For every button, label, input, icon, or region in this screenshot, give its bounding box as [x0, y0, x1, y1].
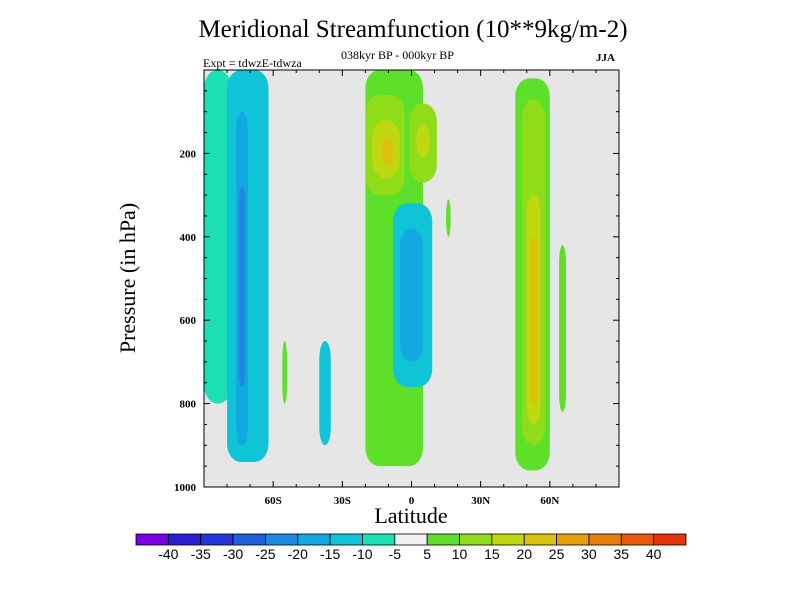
colorbar-box [135, 533, 169, 546]
colorbar-box [265, 533, 299, 546]
colorbar-box [523, 533, 557, 546]
colorbar-label: -25 [255, 546, 275, 562]
colorbar-box [362, 533, 396, 546]
contour-region [282, 341, 287, 404]
x-tick-label: 30S [334, 495, 351, 507]
chart-axes: 60S 30S 0 30N 60N 200 400 600 800 1000 [174, 69, 620, 507]
colorbar-box [620, 533, 655, 546]
plot-area [204, 70, 619, 487]
y-tick-label: 200 [180, 148, 197, 160]
x-tick-label: 60S [265, 495, 282, 507]
x-tick-label: 60N [540, 495, 559, 507]
contour-region [319, 341, 331, 446]
x-tick-label: 30N [471, 495, 490, 507]
colorbar-box [426, 533, 460, 546]
y-tick-label: 800 [180, 399, 197, 411]
colorbar-label: 40 [646, 546, 662, 562]
colorbar-box [167, 533, 202, 546]
y-tick-label: 600 [180, 315, 197, 327]
y-tick-label: 400 [180, 232, 197, 244]
colorbar-label: 15 [484, 546, 500, 562]
colorbar-label: 10 [452, 546, 468, 562]
contour-region [381, 136, 394, 166]
contour-region [204, 70, 232, 404]
contour-region [399, 228, 424, 362]
contour-region [559, 245, 566, 412]
chart-title: Meridional Streamfunction (10**9kg/m-2) [198, 16, 628, 43]
colorbar-box [200, 533, 234, 546]
colorbar-label: 20 [516, 546, 532, 562]
colorbar-label: -10 [352, 546, 372, 562]
colorbar-label: -5 [389, 546, 402, 562]
chart-subtitle: 038kyr BP - 000kyr BP [341, 48, 454, 62]
colorbar-label: -35 [191, 546, 211, 562]
contour-region [529, 236, 539, 404]
colorbar-box [297, 533, 331, 546]
colorbar-label: 30 [581, 546, 597, 562]
colorbar-box [491, 533, 525, 546]
experiment-annotation: Expt = tdwzE-tdwza [203, 56, 302, 70]
colorbar-box [653, 533, 687, 546]
colorbar-box [588, 533, 622, 546]
contour-region [416, 124, 430, 158]
y-tick-label: 1000 [174, 482, 197, 494]
colorbar-box [329, 533, 363, 546]
colorbar-label: 35 [614, 546, 630, 562]
colorbar-label: -20 [288, 546, 308, 562]
colorbar-box [394, 533, 428, 546]
season-annotation: JJA [596, 52, 615, 64]
colorbar-label: -30 [223, 546, 243, 562]
colorbar-label: 5 [423, 546, 431, 562]
contour-region [238, 186, 246, 387]
contour-region [446, 199, 451, 237]
colorbar-box [232, 533, 266, 546]
colorbar-label: -40 [158, 546, 178, 562]
colorbar-label: -15 [320, 546, 340, 562]
colorbar: -40 -35 -30 -25 -20 -15 -10 -5 5 10 15 20 25 30 35 40 [135, 533, 687, 562]
x-tick-label: 0 [409, 495, 415, 507]
colorbar-label: 25 [549, 546, 565, 562]
colorbar-box [556, 533, 590, 546]
x-axis-label: Latitude [374, 503, 448, 528]
colorbar-box [459, 533, 493, 546]
